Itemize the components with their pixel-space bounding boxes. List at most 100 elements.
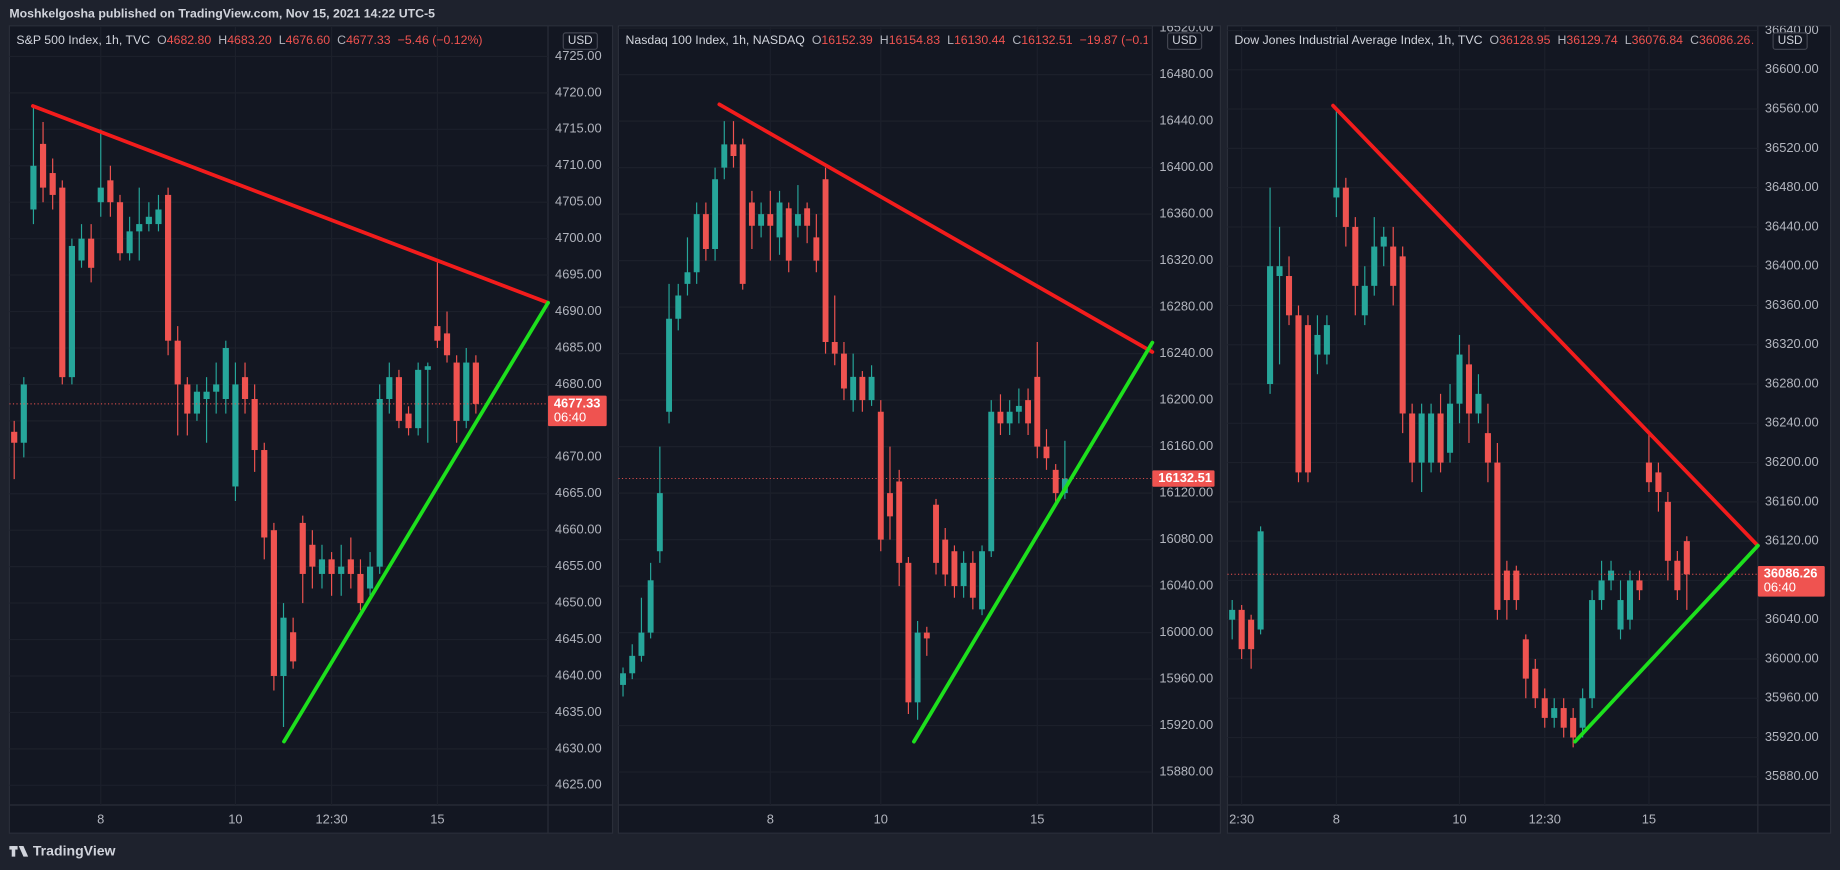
candle-body <box>1570 717 1577 738</box>
candle-body <box>222 347 229 400</box>
trend-line <box>1331 103 1760 548</box>
candle-body <box>1314 334 1321 355</box>
candle-body <box>1276 266 1283 277</box>
candle-body <box>174 340 181 385</box>
y-tick-label: 36120.00 <box>1765 533 1819 548</box>
candle-body <box>1390 246 1397 286</box>
candle-body <box>415 369 422 429</box>
y-tick-label: 36600.00 <box>1765 61 1819 76</box>
candle-body <box>1333 187 1340 198</box>
candle-body <box>1399 256 1406 414</box>
candle-body <box>1579 698 1586 728</box>
y-tick-label: 16320.00 <box>1159 252 1213 267</box>
ohlc-key: L <box>947 33 954 47</box>
candle-body <box>693 214 700 273</box>
y-tick-label: 16120.00 <box>1159 485 1213 500</box>
candle-body <box>107 180 114 203</box>
y-tick-label: 36440.00 <box>1765 218 1819 233</box>
y-tick-label: 35920.00 <box>1765 729 1819 744</box>
currency-box <box>1772 32 1808 50</box>
y-tick-label: 16080.00 <box>1159 531 1213 546</box>
candle-body <box>59 187 66 378</box>
candle-body <box>136 224 143 232</box>
candle-body <box>841 353 847 389</box>
candle-body <box>1551 708 1558 718</box>
ohlc-value: 36128.95 <box>1499 33 1551 47</box>
last-price-box <box>1757 566 1825 597</box>
candle-body <box>1418 413 1425 463</box>
candle-body <box>1626 580 1634 620</box>
candle-body <box>1513 570 1520 601</box>
y-tick-label: 16160.00 <box>1159 438 1213 453</box>
y-tick-label: 36400.00 <box>1765 258 1819 273</box>
panel <box>617 25 1221 834</box>
candle-body <box>1683 541 1690 575</box>
candle-body <box>1409 413 1416 463</box>
candle-body <box>1674 560 1681 591</box>
x-tick-label: 15 <box>1642 812 1656 827</box>
candle-body <box>49 173 56 195</box>
x-tick-label: 10 <box>874 812 888 827</box>
currency-label: USD <box>568 34 593 47</box>
candle-body <box>1371 246 1378 286</box>
y-tick-label: 16200.00 <box>1159 392 1213 407</box>
candle-body <box>1589 600 1596 699</box>
x-tick-label: 15 <box>430 812 444 827</box>
chart-header: Nasdaq 100 Index, 1h, NASDAQ O16152.39 H16… <box>625 33 1171 47</box>
candle-body <box>1342 187 1349 227</box>
candle-body <box>1257 531 1264 630</box>
plot-area <box>9 25 549 805</box>
ohlc-key: H <box>880 33 889 47</box>
candle-body <box>1006 411 1013 424</box>
y-tick-label: 4630.00 <box>555 740 602 755</box>
ohlc-value: 4682.80 <box>167 33 212 47</box>
candle-body <box>933 504 939 563</box>
candle-body <box>923 632 930 639</box>
y-tick-label: 36280.00 <box>1765 375 1819 390</box>
y-tick-label: 36040.00 <box>1765 611 1819 626</box>
chart-header: Dow Jones Industrial Average Index, 1h, … <box>1234 33 1762 47</box>
candle-body <box>638 632 645 656</box>
candle-body <box>251 399 258 451</box>
candle-body <box>347 559 354 574</box>
candle-body <box>405 413 412 429</box>
currency-label: USD <box>1778 34 1803 47</box>
candle-body <box>748 202 755 226</box>
candle-body <box>877 411 884 540</box>
trend-line <box>1573 543 1760 744</box>
y-tick-label: 35960.00 <box>1765 690 1819 705</box>
candle-body <box>1229 609 1236 620</box>
currency-box <box>1167 32 1203 50</box>
candle-body <box>39 143 47 188</box>
y-tick-label: 4725.00 <box>555 48 602 63</box>
x-tick-label: 8 <box>767 812 774 827</box>
x-tick-label: 10 <box>1452 812 1466 827</box>
candle-body <box>1380 236 1387 247</box>
ohlc-value: 4676.60 <box>286 33 331 47</box>
candle-body <box>424 366 431 370</box>
candle-body <box>241 377 249 400</box>
candle-body <box>1636 580 1643 591</box>
y-tick-label: 36360.00 <box>1765 297 1819 312</box>
x-tick-label: 2:30 <box>1229 812 1254 827</box>
candle-body <box>328 559 335 574</box>
ohlc-key: O <box>1490 33 1500 47</box>
brand-logo <box>9 846 29 857</box>
candle-body <box>1052 469 1059 494</box>
y-tick-label: 4625.00 <box>555 777 602 792</box>
candle-body <box>232 384 239 487</box>
candle-body <box>1238 609 1245 650</box>
candle-body <box>1503 570 1510 601</box>
ohlc-value: 4677.33 <box>346 33 391 47</box>
candle-body <box>684 272 691 284</box>
candle-body <box>942 539 949 575</box>
candle-body <box>905 562 912 703</box>
candle-body <box>1295 315 1302 473</box>
last-price-box <box>548 395 607 427</box>
candle-body <box>261 450 268 538</box>
candle-body <box>1428 413 1435 463</box>
ohlc-key: O <box>157 33 167 47</box>
candle-body <box>859 376 866 401</box>
candle-body <box>1043 446 1050 459</box>
